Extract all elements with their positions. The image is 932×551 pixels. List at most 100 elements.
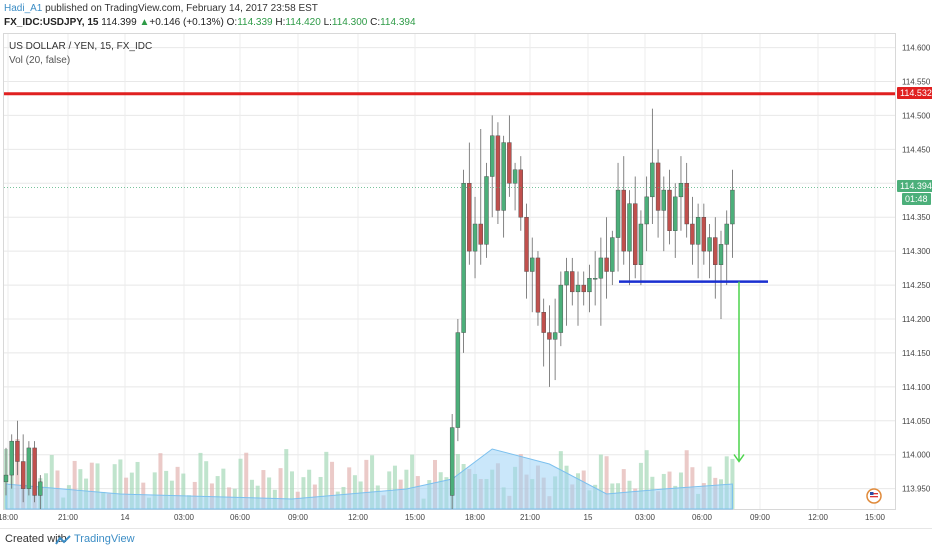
volume-bar (215, 476, 220, 509)
time-tick-label: 15 (584, 513, 593, 522)
volume-bar (352, 475, 357, 509)
candle-body (512, 169, 518, 184)
volume-bar (370, 455, 375, 509)
candle-body (461, 183, 466, 333)
candle-body (690, 223, 695, 245)
candle-body (638, 223, 644, 265)
candle-body (667, 189, 672, 231)
candle-body (541, 312, 546, 333)
price-tick-label: 114.500 (902, 111, 931, 120)
candle-body (26, 447, 32, 489)
tradingview-logo-icon[interactable] (55, 534, 71, 546)
time-tick-label: 06:00 (230, 513, 251, 522)
price-tick-label: 114.600 (902, 44, 931, 53)
volume-ma-area (5, 448, 733, 510)
time-tick-label: 15:00 (865, 513, 886, 522)
time-tick-label: 03:00 (174, 513, 195, 522)
publish-text: published on TradingView.com, February 1… (42, 3, 318, 14)
volume-bar (347, 467, 352, 509)
candle-body (713, 237, 718, 265)
candle-body (558, 284, 564, 333)
volume-bar (129, 472, 134, 509)
candle-body (455, 332, 461, 428)
gridlines (4, 34, 895, 509)
price-change: +0.146 (+0.13%) (149, 17, 224, 28)
candle-body (604, 257, 609, 272)
volume-bar (204, 461, 209, 509)
volume-bar (410, 454, 415, 509)
volume-bar (118, 459, 123, 509)
candle-body (507, 142, 512, 184)
price-tick-label: 114.450 (902, 145, 931, 154)
candle-body (695, 217, 701, 245)
candle-body (581, 284, 586, 293)
candle-body (684, 183, 689, 225)
low-label: L: (323, 17, 332, 28)
resistance-price-tag: 114.532 (897, 86, 932, 99)
candle-body (449, 427, 455, 496)
time-tick-label: 06:00 (692, 513, 713, 522)
volume-bar (135, 461, 140, 509)
volume-bar (644, 450, 649, 509)
footer-bar: Created with TradingView (0, 528, 932, 551)
candle-body (707, 237, 712, 252)
author-link[interactable]: Hadi_A1 (4, 3, 43, 14)
time-tick-label: 03:00 (635, 513, 656, 522)
volume-bar (175, 466, 180, 509)
time-tick-label: 18:00 (0, 513, 19, 522)
candle-body (15, 440, 20, 462)
candle-body (644, 196, 649, 225)
open-value: 114.339 (237, 17, 273, 28)
candle-body (467, 183, 472, 252)
candle-body (724, 223, 729, 245)
volume-bar (290, 471, 294, 509)
volume-bar (181, 473, 186, 509)
publish-line: Hadi_A1 published on TradingView.com, Fe… (4, 3, 318, 14)
candle-body (633, 203, 638, 265)
candle-body (9, 440, 14, 476)
volume-bar (221, 468, 226, 509)
time-tick-label: 09:00 (288, 513, 309, 522)
candle-body (718, 244, 724, 265)
projection-arrow (733, 281, 745, 463)
candle-body (495, 135, 501, 211)
volume-bar (198, 452, 203, 509)
candle-body (587, 278, 592, 293)
volume-bar (724, 456, 729, 509)
volume-bar (267, 477, 272, 509)
volume-bar (638, 462, 643, 509)
price-tick-label: 114.550 (902, 78, 931, 87)
price-tick-label: 114.050 (902, 417, 931, 426)
candle-body (20, 461, 26, 489)
volume-bar (604, 456, 609, 509)
high-value: 114.420 (285, 17, 321, 28)
candle-body (490, 135, 495, 177)
price-tick-label: 114.250 (902, 281, 931, 290)
created-with-text: Created with (5, 533, 67, 545)
candle-body (524, 217, 529, 272)
volume-bar (158, 453, 163, 509)
high-label: H: (275, 17, 286, 28)
volume-bar (72, 460, 77, 509)
volume-bar (392, 465, 397, 509)
candle-body (730, 189, 735, 225)
candlesticks (3, 108, 735, 509)
price-tick-label: 114.100 (902, 383, 931, 392)
volume-bar (164, 470, 169, 509)
candle-body (547, 332, 552, 340)
volume-bar (249, 479, 254, 509)
time-tick-label: 09:00 (750, 513, 771, 522)
candle-body (621, 189, 626, 252)
volume-bar (169, 480, 174, 509)
time-axis: 18:00 21:00 14 03:00 06:00 09:00 12:00 15:00 18:… (0, 513, 886, 522)
candle-body (673, 196, 678, 231)
chart-legend-title: US DOLLAR / YEN, 15, FX_IDC (9, 41, 153, 52)
candle-body (32, 447, 37, 496)
flag-icon[interactable] (866, 488, 882, 504)
symbol-info-line: FX_IDC:USDJPY, 15 114.399 ▲+0.146 (+0.13… (4, 17, 416, 28)
low-value: 114.300 (331, 17, 368, 28)
open-label: O: (226, 17, 238, 28)
volume-bar (284, 449, 289, 509)
tradingview-link[interactable]: TradingView (74, 533, 135, 545)
